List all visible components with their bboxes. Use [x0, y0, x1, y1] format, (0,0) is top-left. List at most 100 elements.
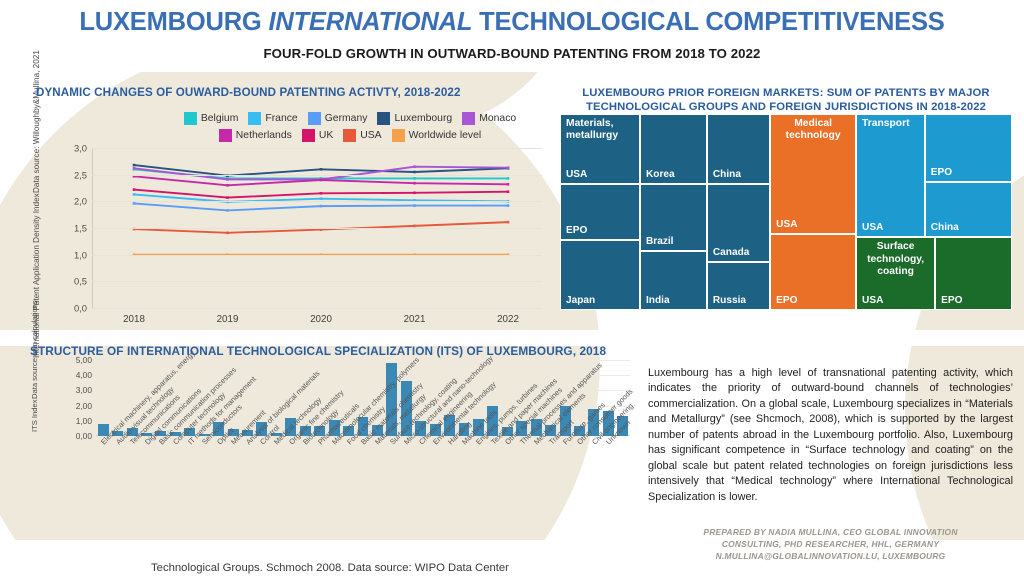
legend-item-uk[interactable]: UK [301, 129, 333, 142]
treemap-cell[interactable]: Canada [706, 183, 771, 262]
line-chart-y-tick: 2,5 [73, 169, 87, 181]
legend-item-monaco[interactable]: Monaco [462, 112, 516, 125]
legend-row-1: Belgium France Germany Luxembourg Monaco [150, 112, 550, 125]
legend-swatch-icon [391, 129, 405, 142]
bar-chart-bar[interactable] [429, 424, 441, 436]
bar-chart-y-axis-label: ITS Index Data source: own calculations [30, 301, 62, 433]
treemap-cell[interactable]: Korea [640, 114, 707, 184]
bar-chart-bar[interactable] [270, 433, 282, 436]
bar-chart-bar[interactable] [343, 425, 355, 436]
bar-chart-bar[interactable] [371, 424, 383, 436]
bar-chart-bar[interactable] [242, 430, 253, 436]
line-marker [132, 193, 136, 196]
legend-swatch-icon [377, 112, 391, 125]
treemap-cell[interactable]: Brazil [640, 183, 707, 252]
bar-chart-y-tick: 1,00 [75, 415, 92, 426]
bar-chart-bar[interactable] [126, 427, 138, 436]
bar-chart-bar[interactable] [559, 406, 571, 436]
legend-item-france[interactable]: France [248, 112, 298, 125]
treemap-jurisdiction-label: USA [862, 222, 884, 234]
legend-item-netherlands[interactable]: Netherlands [218, 129, 292, 142]
treemap-cell[interactable]: EPO [770, 233, 857, 310]
title-italic: INTERNATIONAL [268, 8, 473, 36]
bar-chart-y-tick: 2,00 [75, 400, 92, 411]
bar-chart-bar[interactable] [141, 433, 152, 436]
bar-chart-bar[interactable] [545, 425, 557, 436]
bar-chart-bar[interactable] [97, 423, 109, 436]
line-chart-gridline [92, 174, 542, 176]
bar-chart-bar[interactable] [530, 418, 542, 436]
legend-item-usa[interactable]: USA [343, 129, 382, 142]
line-chart-gridline [92, 201, 542, 203]
treemap-cell[interactable]: Medical technology USA [770, 114, 857, 234]
bar-chart-bar[interactable] [285, 418, 297, 436]
line-marker [132, 188, 136, 191]
bar-chart-bar[interactable] [588, 408, 600, 436]
line-marker [413, 170, 416, 174]
axis-label-line: ITS Index [30, 399, 39, 433]
treemap-cell[interactable]: EPO [924, 114, 1012, 182]
footer-mask [0, 540, 1024, 585]
title-part2: TECHNOLOGICAL COMPETITIVENESS [472, 8, 945, 36]
bar-chart-bar[interactable] [501, 427, 513, 436]
treemap-cell[interactable]: China [706, 114, 771, 184]
treemap-cell[interactable]: China [924, 181, 1012, 238]
treemap-jurisdiction-label: Brazil [646, 236, 674, 248]
bar-chart-bar[interactable] [617, 415, 629, 436]
decorative-blob-large [0, 40, 600, 585]
bar-chart-bar[interactable] [155, 430, 167, 436]
bar-chart-bar[interactable] [213, 421, 225, 436]
legend-item-germany[interactable]: Germany [307, 112, 367, 125]
line-chart-y-tick: 3,0 [73, 142, 87, 154]
bar-chart-bar[interactable] [400, 380, 412, 436]
mid-mask [0, 330, 1024, 346]
line-marker [132, 174, 136, 178]
line-marker [226, 231, 229, 235]
legend-item-worldwide-level[interactable]: Worldwide level [391, 129, 481, 142]
bar-chart-gridline [96, 405, 630, 407]
bar-chart-y-tick: 0,00 [75, 431, 92, 441]
line-chart-y-tick: 1,0 [73, 249, 87, 261]
bar-chart-bar[interactable] [487, 406, 499, 436]
legend-item-belgium[interactable]: Belgium [183, 112, 238, 125]
line-marker [319, 197, 323, 200]
treemap-group-label: Transport [862, 118, 910, 129]
bar-chart-bar[interactable] [357, 416, 369, 436]
treemap-jurisdiction-label: China [712, 168, 741, 180]
bar-chart-bar[interactable] [227, 429, 239, 436]
treemap-cell[interactable]: Japan [560, 240, 640, 310]
bar-chart-bar[interactable] [472, 419, 484, 436]
bar-chart-bar[interactable] [184, 427, 196, 436]
bar-chart-bar[interactable] [574, 425, 585, 436]
bar-chart-bar[interactable] [169, 431, 181, 436]
line-marker [226, 184, 229, 187]
bar-chart-bar[interactable] [198, 434, 210, 436]
treemap-jurisdiction-label: Canada [712, 246, 750, 258]
treemap-cell[interactable]: EPO [560, 183, 640, 241]
treemap-jurisdiction-label: Japan [566, 294, 596, 306]
bar-chart-bar[interactable] [112, 430, 124, 436]
treemap-cell[interactable]: Surface technology, coating USA [856, 237, 936, 310]
line-marker [506, 204, 510, 207]
line-chart-plot-area: 0,0 0,5 1,0 1,5 2,0 2,5 3,0 2018 2019 2020 2021 202… [74, 143, 542, 325]
treemap-cell[interactable]: India [640, 251, 707, 310]
bar-chart-bar[interactable] [458, 423, 470, 436]
treemap-cell[interactable]: Materials, metallurgy USA [560, 114, 640, 184]
bar-chart-bar[interactable] [256, 421, 268, 436]
bar-chart-bar[interactable] [602, 411, 614, 436]
bar-chart-bar[interactable] [444, 415, 456, 436]
treemap-cell[interactable]: Russia [706, 261, 771, 310]
treemap-cell[interactable]: EPO [935, 237, 1012, 310]
bar-chart-bar[interactable] [516, 421, 528, 436]
commentary-text: Luxembourg has a high level of transnati… [648, 367, 1013, 503]
treemap-cell[interactable]: Transport USA [856, 114, 925, 238]
line-chart-y-tick: 2,0 [73, 195, 87, 207]
line-marker [506, 220, 510, 224]
bar-chart-bar[interactable] [314, 426, 326, 436]
bar-chart-bar[interactable] [299, 425, 311, 436]
legend-item-luxembourg[interactable]: Luxembourg [377, 112, 452, 125]
bar-chart-bar[interactable] [386, 362, 398, 436]
bar-chart-bar[interactable] [415, 420, 427, 436]
credits-line-2: CONSULTING, PHD RESEARCHER, HHL, GERMANY [721, 539, 940, 550]
bar-chart-bar[interactable] [328, 419, 340, 436]
